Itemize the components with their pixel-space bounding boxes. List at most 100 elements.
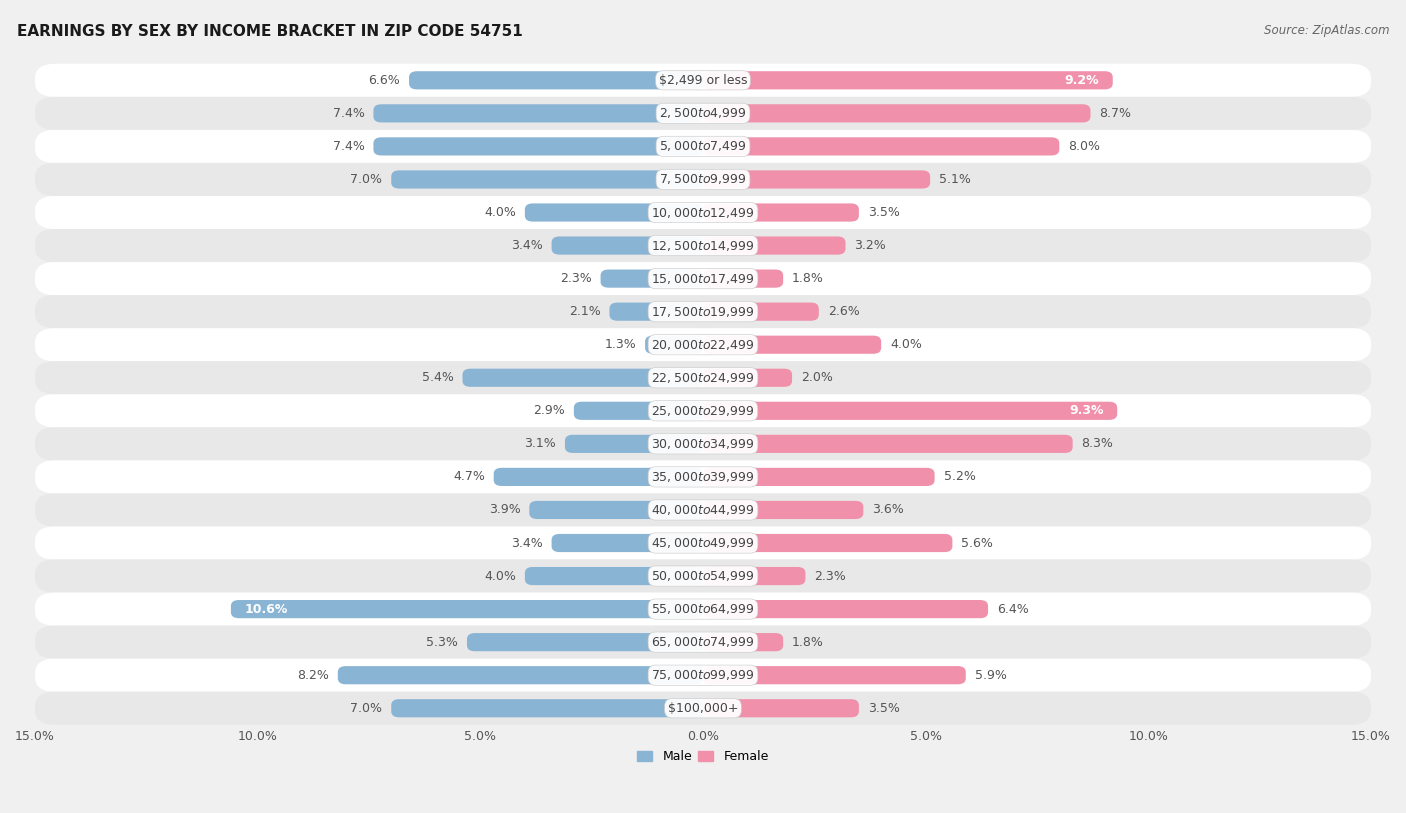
FancyBboxPatch shape [703, 137, 1059, 155]
FancyBboxPatch shape [35, 428, 1371, 460]
Text: 5.1%: 5.1% [939, 173, 972, 186]
Text: 4.0%: 4.0% [484, 206, 516, 219]
FancyBboxPatch shape [35, 163, 1371, 196]
FancyBboxPatch shape [35, 97, 1371, 130]
FancyBboxPatch shape [35, 394, 1371, 428]
Text: 2.3%: 2.3% [560, 272, 592, 285]
FancyBboxPatch shape [463, 368, 703, 387]
FancyBboxPatch shape [35, 626, 1371, 659]
Text: $15,000 to $17,499: $15,000 to $17,499 [651, 272, 755, 285]
Text: 5.6%: 5.6% [962, 537, 993, 550]
Text: 1.8%: 1.8% [792, 636, 824, 649]
Text: $55,000 to $64,999: $55,000 to $64,999 [651, 602, 755, 616]
Text: 3.5%: 3.5% [868, 206, 900, 219]
FancyBboxPatch shape [35, 130, 1371, 163]
FancyBboxPatch shape [600, 270, 703, 288]
Text: $12,500 to $14,999: $12,500 to $14,999 [651, 238, 755, 253]
Text: EARNINGS BY SEX BY INCOME BRACKET IN ZIP CODE 54751: EARNINGS BY SEX BY INCOME BRACKET IN ZIP… [17, 24, 523, 39]
Text: 8.2%: 8.2% [297, 669, 329, 682]
Text: 2.0%: 2.0% [801, 372, 832, 385]
Text: $2,500 to $4,999: $2,500 to $4,999 [659, 107, 747, 120]
FancyBboxPatch shape [703, 501, 863, 519]
Text: $20,000 to $22,499: $20,000 to $22,499 [651, 337, 755, 352]
FancyBboxPatch shape [35, 460, 1371, 493]
Text: 2.1%: 2.1% [569, 305, 600, 318]
FancyBboxPatch shape [494, 467, 703, 486]
FancyBboxPatch shape [703, 72, 1112, 89]
Text: $2,499 or less: $2,499 or less [659, 74, 747, 87]
FancyBboxPatch shape [391, 699, 703, 717]
Text: 5.3%: 5.3% [426, 636, 458, 649]
Text: $10,000 to $12,499: $10,000 to $12,499 [651, 206, 755, 220]
Text: Source: ZipAtlas.com: Source: ZipAtlas.com [1264, 24, 1389, 37]
FancyBboxPatch shape [467, 633, 703, 651]
FancyBboxPatch shape [703, 270, 783, 288]
Text: 5.4%: 5.4% [422, 372, 454, 385]
FancyBboxPatch shape [645, 336, 703, 354]
Text: 9.2%: 9.2% [1064, 74, 1099, 87]
Text: $40,000 to $44,999: $40,000 to $44,999 [651, 503, 755, 517]
FancyBboxPatch shape [35, 63, 1371, 97]
FancyBboxPatch shape [703, 567, 806, 585]
Text: 2.9%: 2.9% [533, 404, 565, 417]
Text: 1.8%: 1.8% [792, 272, 824, 285]
FancyBboxPatch shape [703, 435, 1073, 453]
FancyBboxPatch shape [703, 237, 845, 254]
FancyBboxPatch shape [703, 302, 818, 321]
Text: 3.5%: 3.5% [868, 702, 900, 715]
FancyBboxPatch shape [524, 567, 703, 585]
FancyBboxPatch shape [35, 262, 1371, 295]
Text: 3.9%: 3.9% [489, 503, 520, 516]
FancyBboxPatch shape [35, 559, 1371, 593]
Text: 4.0%: 4.0% [890, 338, 922, 351]
Text: 6.6%: 6.6% [368, 74, 401, 87]
FancyBboxPatch shape [35, 527, 1371, 559]
FancyBboxPatch shape [529, 501, 703, 519]
FancyBboxPatch shape [551, 534, 703, 552]
Text: 8.7%: 8.7% [1099, 107, 1132, 120]
FancyBboxPatch shape [35, 328, 1371, 361]
Text: 3.6%: 3.6% [872, 503, 904, 516]
Text: 7.4%: 7.4% [333, 107, 364, 120]
Legend: Male, Female: Male, Female [633, 745, 773, 768]
Text: $7,500 to $9,999: $7,500 to $9,999 [659, 172, 747, 186]
Text: $45,000 to $49,999: $45,000 to $49,999 [651, 536, 755, 550]
FancyBboxPatch shape [231, 600, 703, 618]
Text: 2.3%: 2.3% [814, 570, 846, 583]
FancyBboxPatch shape [703, 203, 859, 222]
Text: 8.0%: 8.0% [1069, 140, 1101, 153]
FancyBboxPatch shape [35, 361, 1371, 394]
Text: $22,500 to $24,999: $22,500 to $24,999 [651, 371, 755, 385]
Text: 7.0%: 7.0% [350, 702, 382, 715]
FancyBboxPatch shape [35, 659, 1371, 692]
FancyBboxPatch shape [524, 203, 703, 222]
Text: $50,000 to $54,999: $50,000 to $54,999 [651, 569, 755, 583]
FancyBboxPatch shape [409, 72, 703, 89]
FancyBboxPatch shape [703, 467, 935, 486]
FancyBboxPatch shape [703, 171, 931, 189]
FancyBboxPatch shape [35, 295, 1371, 328]
FancyBboxPatch shape [703, 368, 792, 387]
FancyBboxPatch shape [374, 104, 703, 123]
Text: 4.0%: 4.0% [484, 570, 516, 583]
Text: 3.4%: 3.4% [510, 537, 543, 550]
FancyBboxPatch shape [703, 699, 859, 717]
Text: $35,000 to $39,999: $35,000 to $39,999 [651, 470, 755, 484]
FancyBboxPatch shape [337, 666, 703, 685]
FancyBboxPatch shape [703, 534, 952, 552]
FancyBboxPatch shape [574, 402, 703, 420]
Text: 7.4%: 7.4% [333, 140, 364, 153]
Text: 7.0%: 7.0% [350, 173, 382, 186]
Text: $65,000 to $74,999: $65,000 to $74,999 [651, 635, 755, 649]
Text: 6.4%: 6.4% [997, 602, 1029, 615]
FancyBboxPatch shape [703, 633, 783, 651]
Text: $75,000 to $99,999: $75,000 to $99,999 [651, 668, 755, 682]
Text: $30,000 to $34,999: $30,000 to $34,999 [651, 437, 755, 451]
Text: 4.7%: 4.7% [453, 471, 485, 484]
FancyBboxPatch shape [703, 336, 882, 354]
FancyBboxPatch shape [703, 666, 966, 685]
FancyBboxPatch shape [703, 402, 1118, 420]
Text: 5.9%: 5.9% [974, 669, 1007, 682]
Text: $17,500 to $19,999: $17,500 to $19,999 [651, 305, 755, 319]
Text: $25,000 to $29,999: $25,000 to $29,999 [651, 404, 755, 418]
